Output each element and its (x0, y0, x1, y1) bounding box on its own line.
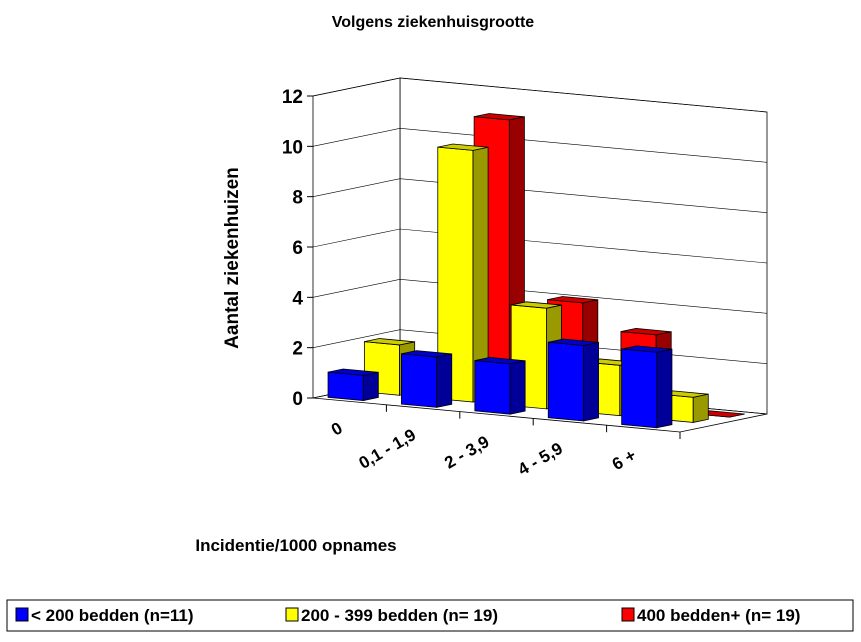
grid-line (312, 228, 768, 264)
legend-swatch (15, 607, 29, 622)
bar (437, 143, 489, 403)
chart-title: Volgens ziekenhuisgrootte (332, 14, 535, 31)
bar-top (548, 338, 599, 346)
bar (401, 350, 453, 408)
bar-top (620, 328, 672, 336)
y-tick-label: 12 (282, 87, 303, 108)
bar-front (621, 348, 658, 429)
y-tick-label: 4 (292, 288, 303, 309)
bar-front (327, 371, 364, 402)
bar-top (511, 301, 562, 309)
bar-top (474, 113, 525, 121)
bar-top (364, 338, 415, 346)
bar-top (401, 350, 452, 358)
bar-side (362, 371, 379, 402)
y-tick-label: 10 (282, 137, 303, 158)
x-tick-label: 4 - 5,9 (515, 439, 566, 480)
legend-swatch (285, 607, 299, 622)
bar-top (437, 143, 489, 151)
x-tick-label: 2 - 3,9 (441, 432, 492, 473)
grid-line (312, 279, 768, 314)
bar-side (692, 393, 709, 423)
y-tick-label: 8 (292, 188, 303, 209)
bar (547, 338, 599, 422)
bar (327, 368, 379, 402)
grid-line (312, 178, 768, 213)
grid-line (312, 128, 768, 163)
x-tick-label: 0 (328, 418, 346, 439)
bar-side (509, 360, 526, 415)
bar-side (656, 348, 673, 429)
legend-box (6, 599, 854, 632)
y-axis-title: Aantal ziekenhuizen (222, 167, 243, 349)
legend-swatch (621, 607, 635, 622)
bar-side (583, 341, 599, 422)
bar-front (474, 360, 511, 415)
bar-top (547, 296, 598, 304)
bar-front (547, 341, 584, 422)
y-tick-label: 2 (292, 339, 303, 360)
legend-label: 400 bedden+ (n= 19) (637, 606, 800, 625)
bar-side (436, 353, 453, 408)
x-axis-title: Incidentie/1000 opnames (195, 536, 396, 555)
bar-top (621, 345, 673, 353)
grid-line (312, 77, 768, 113)
bar (474, 357, 526, 415)
y-tick-label: 6 (292, 238, 303, 259)
bar-front (401, 353, 438, 408)
bar-top (474, 357, 526, 365)
legend-label: 200 - 399 bedden (n= 19) (301, 606, 498, 625)
bar-top (327, 368, 379, 376)
bar (621, 345, 673, 429)
x-tick-label: 6 + (609, 446, 639, 475)
x-tick-label: 0,1 - 1,9 (356, 425, 420, 473)
legend-label: < 200 bedden (n=11) (31, 606, 194, 625)
y-tick-label: 0 (292, 389, 303, 410)
